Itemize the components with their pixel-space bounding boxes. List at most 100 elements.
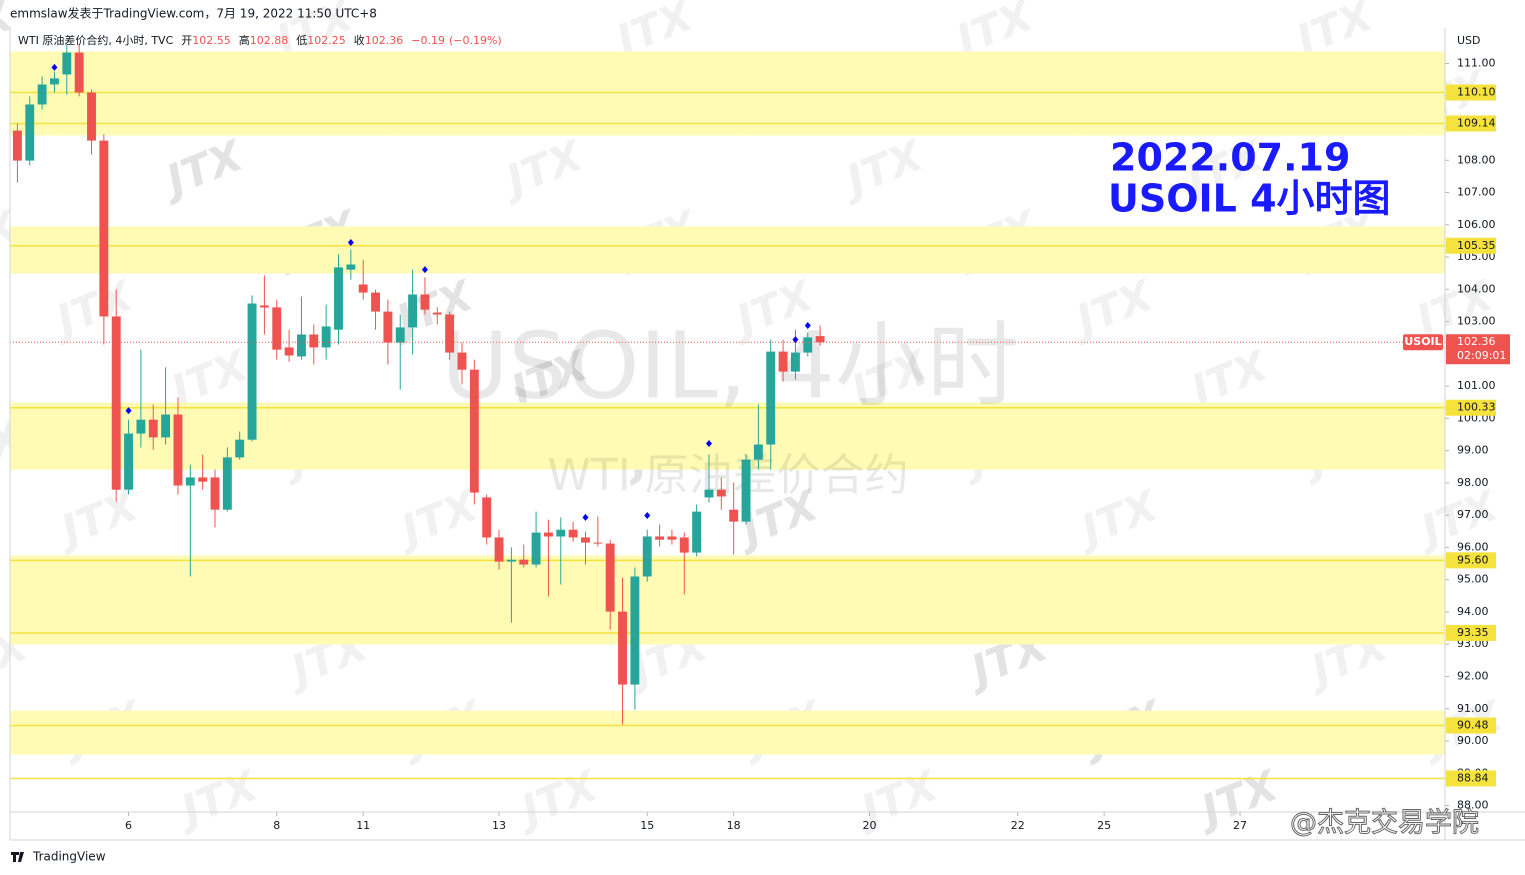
level-tag-label: 105.35 [1457, 239, 1496, 252]
y-tick-label: 92.00 [1457, 669, 1489, 682]
marker [804, 321, 811, 329]
candle-body [778, 351, 788, 372]
candle-body [790, 352, 800, 372]
candle-body [50, 78, 59, 85]
candle-body [803, 337, 813, 353]
y-tick-label: 111.00 [1457, 56, 1496, 69]
candle-body [679, 537, 689, 553]
y-tick-label: 95.00 [1457, 573, 1489, 586]
candle-body [519, 559, 529, 565]
zone [10, 226, 1445, 274]
candle-body [581, 537, 590, 543]
annotation: 2022.07.19 [1110, 136, 1350, 180]
y-tick-label: 103.00 [1457, 315, 1496, 328]
y-tick-label: 108.00 [1457, 153, 1496, 166]
candle-body [753, 444, 763, 460]
x-tick-label: 11 [356, 819, 370, 832]
marker [582, 513, 589, 521]
level-tag [1446, 399, 1496, 416]
candle-body [358, 284, 368, 293]
legend-change: −0.19 [411, 34, 445, 47]
level-tag [1446, 237, 1496, 254]
candle-body [346, 264, 356, 270]
level-tag-label: 93.35 [1457, 626, 1489, 639]
y-tick-label: 90.00 [1457, 734, 1489, 747]
price-tag-label: 102.36 [1457, 335, 1496, 348]
zone [10, 555, 1445, 645]
candle-body [556, 529, 566, 537]
level-tag [1446, 770, 1496, 787]
candle-body [420, 294, 430, 310]
candle-body [309, 334, 319, 348]
x-tick-label: 22 [1011, 819, 1025, 832]
countdown: 02:09:01 [1457, 349, 1506, 362]
candle-body [37, 84, 47, 105]
x-tick-label: 27 [1233, 819, 1247, 832]
candle-body [99, 140, 109, 317]
annotation: USOIL 4小时图 [1108, 177, 1391, 221]
marker [792, 336, 799, 344]
candle-body [272, 307, 282, 350]
brand: TradingView [32, 850, 106, 864]
candle-body [235, 439, 245, 458]
candle-body [198, 477, 208, 482]
y-tick-label: 96.00 [1457, 540, 1489, 553]
level-tag-label: 109.14 [1457, 116, 1496, 129]
legend-label: 收 [354, 33, 365, 47]
candle-body [371, 292, 380, 312]
candle-body [593, 542, 603, 544]
candle-body [741, 459, 751, 522]
candle-body [284, 347, 294, 356]
candle-body [704, 489, 714, 498]
candle-body [605, 543, 615, 612]
legend-title: WTI 原油差价合约, 4小时, TVC [18, 33, 174, 47]
symbol-tag [1403, 334, 1443, 351]
candle-body [494, 537, 504, 562]
candle-body [815, 336, 825, 343]
candle-body [568, 529, 578, 538]
candle-body [297, 334, 306, 357]
candle-body [87, 92, 96, 141]
candle-body [12, 130, 22, 161]
level-tag [1446, 717, 1496, 734]
candle-body [457, 352, 467, 370]
candle-body [74, 52, 84, 93]
x-tick-label: 6 [125, 819, 132, 832]
brand-logo [11, 852, 24, 862]
level-tag [1446, 552, 1496, 569]
candle-body [729, 509, 739, 522]
x-tick-label: 8 [273, 819, 280, 832]
candle-body [395, 327, 405, 343]
marker [644, 511, 651, 519]
watermark: USOIL, 4小时 [441, 312, 1019, 419]
zone [10, 51, 1445, 136]
legend-value: 102.36 [365, 34, 404, 47]
candle-body [445, 314, 455, 353]
y-tick-label: 104.00 [1457, 282, 1496, 295]
marker [51, 63, 58, 71]
candle-body [259, 305, 269, 308]
y-tick-label: 94.00 [1457, 605, 1489, 618]
candle-body [383, 311, 393, 343]
candle-body [531, 532, 541, 565]
x-tick-label: 25 [1097, 819, 1111, 832]
zone [10, 710, 1445, 755]
candle-body [321, 326, 331, 348]
candle-body [655, 536, 665, 540]
symbol-tag-label: USOIL [1404, 335, 1441, 348]
marker [347, 239, 354, 247]
candle-body [482, 497, 492, 538]
legend-value: 102.55 [192, 34, 231, 47]
ohlc-legend: WTI 原油差价合约, 4小时, TVC 开102.55 高102.88 低102.2… [18, 33, 502, 47]
candle-body [630, 576, 640, 685]
x-tick-label: 13 [492, 819, 506, 832]
y-tick-label: 101.00 [1457, 379, 1496, 392]
candle-body [642, 536, 652, 577]
credit: @杰克交易学院 [1290, 808, 1479, 839]
candle-body [408, 294, 418, 328]
level-tag [1446, 84, 1496, 101]
candle-body [161, 414, 171, 438]
legend-label: 高 [239, 33, 250, 47]
candle-body [618, 611, 627, 685]
